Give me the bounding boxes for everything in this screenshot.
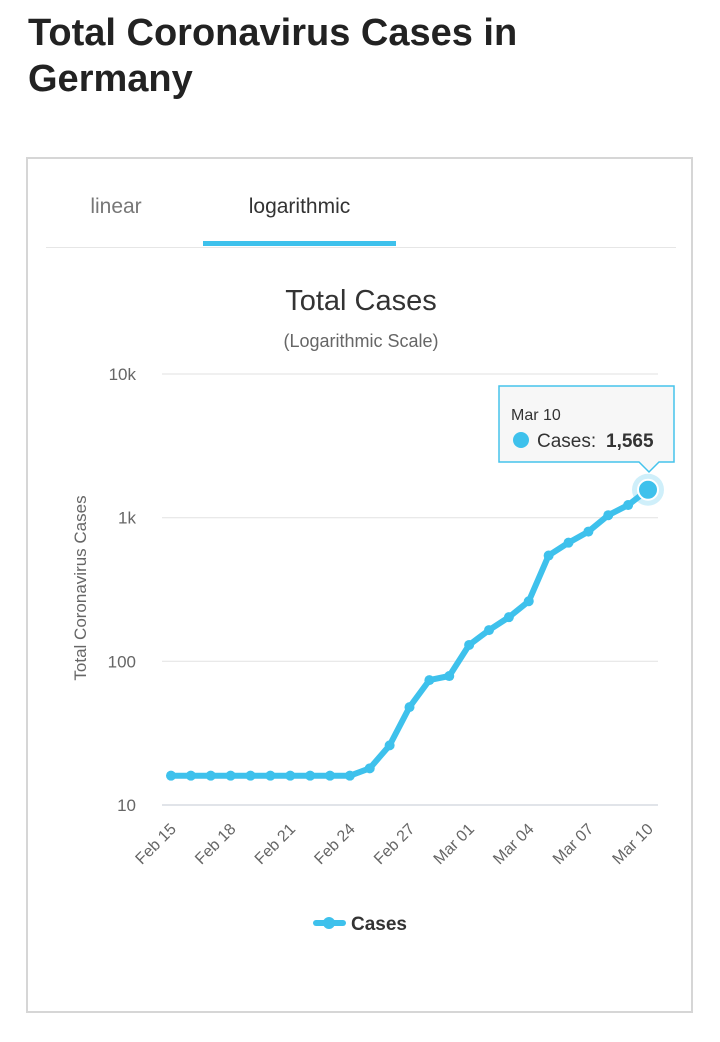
data-point (603, 510, 614, 521)
data-point (325, 770, 335, 781)
y-tick-label: 10k (109, 365, 137, 384)
y-tick-labels: 10 100 1k 10k (108, 365, 137, 815)
data-point (424, 675, 435, 686)
legend-swatch-dot (323, 917, 335, 929)
tooltip-marker (513, 432, 529, 448)
data-point (245, 770, 256, 781)
active-tab-indicator (203, 241, 396, 246)
tooltip: Mar 10 Cases: 1,565 (498, 385, 675, 474)
data-point (503, 612, 514, 623)
data-point (563, 537, 574, 548)
data-point (364, 763, 375, 774)
data-point (265, 770, 276, 781)
data-point (384, 740, 395, 751)
legend-label-cases: Cases (351, 914, 407, 935)
x-tick-label: Feb 15 (133, 821, 180, 868)
scale-tabs: linear logarithmic (46, 189, 676, 248)
x-tick-label: Feb 18 (192, 821, 239, 868)
x-tick-label: Mar 01 (431, 821, 478, 868)
data-point-highlight (637, 478, 659, 501)
data-point (623, 500, 634, 511)
x-tick-label: Mar 10 (610, 821, 657, 868)
legend[interactable]: Cases (313, 914, 407, 935)
data-point (464, 639, 475, 650)
chart-card: linear logarithmic (26, 157, 693, 1013)
y-tick-label: 10 (117, 796, 136, 815)
y-tick-label: 100 (108, 652, 136, 671)
series-cases (166, 473, 664, 781)
tooltip-series-label: Cases: (537, 431, 596, 452)
x-tick-label: Feb 24 (311, 821, 358, 868)
x-tick-labels: Feb 15 Feb 18 Feb 21 Feb 24 Feb 27 Mar 01 Mar … (133, 821, 657, 868)
data-point (285, 770, 296, 781)
series-line-cases (168, 486, 651, 779)
tooltip-value: 1,565 (606, 431, 654, 452)
chart-subtitle: (Logarithmic Scale) (283, 331, 438, 351)
x-tick-label: Feb 21 (252, 821, 299, 868)
data-point (305, 770, 316, 781)
tooltip-date: Mar 10 (511, 407, 561, 424)
x-tick-label: Mar 04 (490, 821, 537, 868)
data-point (225, 770, 236, 781)
data-point (344, 770, 355, 781)
data-point (185, 770, 196, 781)
y-axis-label: Total Coronavirus Cases (71, 495, 90, 680)
tooltip-box (498, 385, 675, 474)
grid-lines (162, 373, 658, 806)
data-point (583, 526, 594, 537)
data-point (543, 550, 554, 561)
data-point (404, 702, 415, 713)
data-point (484, 625, 494, 636)
tab-logarithmic[interactable]: logarithmic (248, 195, 351, 218)
data-point (166, 770, 176, 781)
data-point (205, 770, 216, 781)
data-point (523, 596, 534, 607)
x-tick-label: Mar 07 (550, 821, 597, 868)
x-tick-label: Feb 27 (371, 821, 418, 868)
y-tick-label: 1k (118, 509, 136, 528)
chart-title: Total Cases (285, 285, 437, 317)
data-point (444, 671, 455, 682)
tab-linear[interactable]: linear (90, 195, 142, 218)
page-title: Total Coronavirus Cases in Germany (28, 12, 518, 100)
